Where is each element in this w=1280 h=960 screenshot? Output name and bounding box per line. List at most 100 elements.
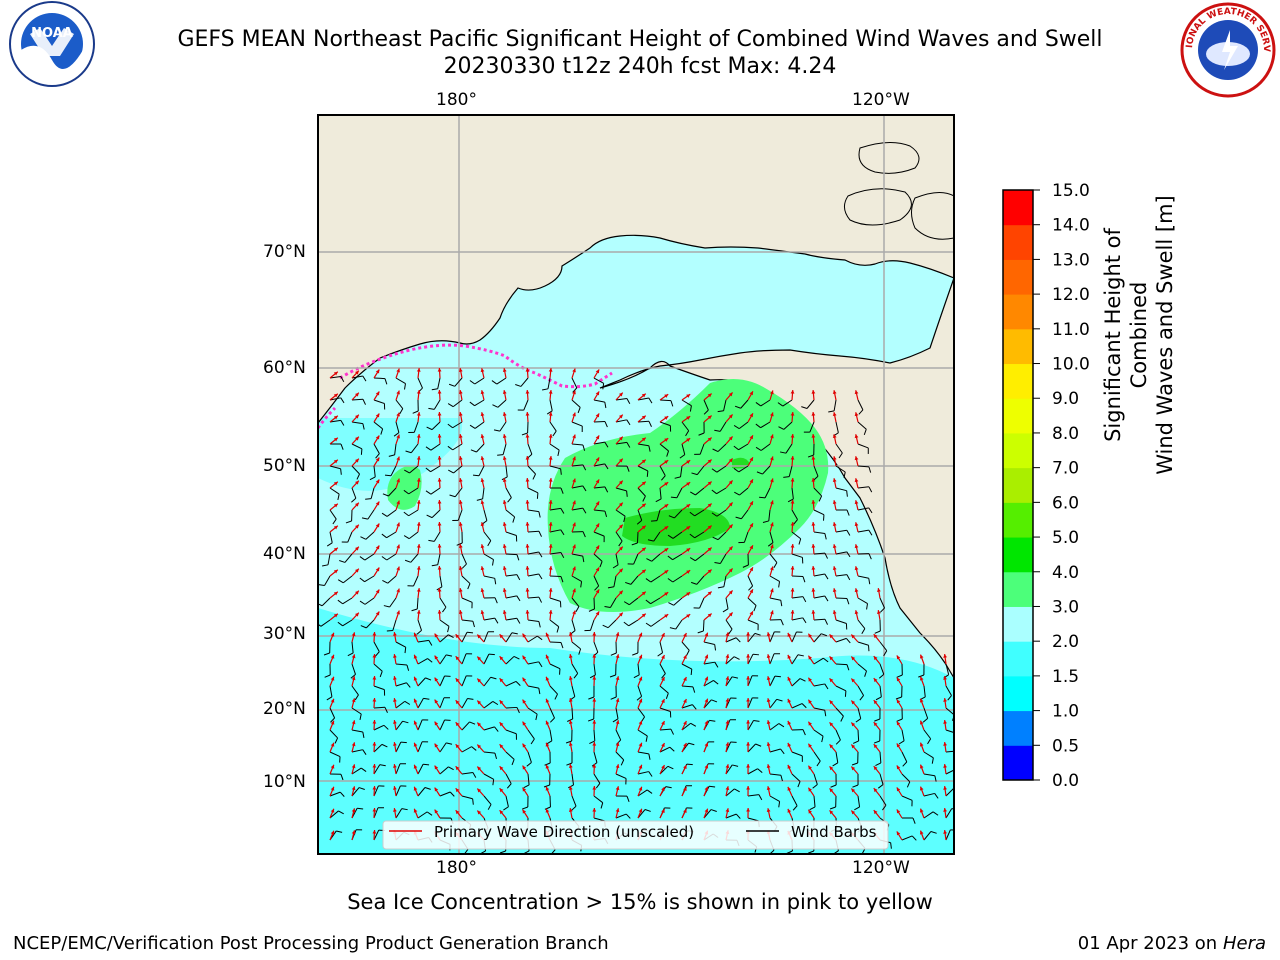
wind-barb (439, 575, 443, 587)
credit-right: 01 Apr 2023 on Hera (1078, 933, 1266, 954)
wind-barb (615, 751, 625, 761)
wind-barb (659, 685, 669, 694)
wind-barb (483, 701, 494, 709)
wave-arrow-head (502, 610, 507, 614)
wind-barb-flag (442, 606, 447, 613)
wind-barb-flag (399, 408, 404, 415)
wave-arrow-head (396, 478, 400, 483)
wind-barb (329, 465, 341, 470)
wind-barb (527, 487, 539, 494)
wind-barb (549, 707, 555, 719)
wind-barb-flag (354, 694, 359, 701)
wave-arrow-head (832, 500, 837, 505)
chart-title: GEFS MEAN Northeast Pacific Significant … (177, 27, 1103, 52)
wave-arrow-head (416, 544, 421, 548)
wave-arrow-head (766, 764, 771, 769)
wave-arrow-head (728, 458, 733, 463)
wind-barb (417, 619, 423, 631)
wind-barb-flag (626, 490, 628, 497)
wave-arrow-head (664, 504, 669, 508)
wind-barb-flag (557, 449, 560, 457)
wave-arrow-head (641, 525, 646, 530)
wave-arrow-head (896, 787, 901, 792)
wind-barb-flag (774, 675, 781, 678)
wave-arrow-head (829, 700, 834, 705)
wave-arrow-head (548, 412, 553, 416)
wave-arrow-head (770, 478, 774, 483)
wind-barb-flag (425, 446, 432, 451)
wind-barb-flag (773, 562, 778, 569)
wind-barb-flag (471, 746, 477, 751)
wind-barb-flag (522, 806, 529, 810)
wind-barb-flag (802, 729, 806, 736)
wave-arrow-head (876, 588, 881, 592)
wind-barb-flag (323, 652, 330, 656)
wind-barb (593, 377, 604, 384)
wave-arrow-head (873, 634, 878, 639)
wave-arrow-head (766, 632, 771, 637)
wave-arrow-head (355, 568, 359, 573)
wind-barb-flag (431, 564, 438, 567)
wind-barb (725, 764, 733, 775)
wind-barb-flag (711, 512, 718, 517)
wind-barb-flag (538, 661, 543, 668)
wave-arrow-head (749, 567, 753, 572)
wind-barb (439, 791, 451, 797)
wind-barb (395, 700, 406, 709)
wave-arrow-head (548, 544, 553, 548)
wind-barb-flag (733, 445, 739, 451)
wind-barb (747, 597, 757, 606)
wind-barb (416, 597, 419, 610)
wind-barb (637, 707, 645, 718)
wave-arrow-head (811, 390, 816, 394)
wind-barb-flag (650, 520, 658, 522)
wave-arrow-head (618, 568, 623, 573)
wind-barb-flag (494, 578, 497, 585)
wind-barb (725, 637, 737, 643)
wave-arrow-head (413, 742, 418, 747)
wind-barb (571, 421, 583, 427)
wind-barb-flag (846, 574, 851, 581)
wave-arrow-head (854, 390, 859, 395)
wind-barb (630, 575, 639, 585)
wave-arrow-head (790, 566, 795, 570)
wind-barb-flag (780, 775, 783, 782)
wind-barb-flag (560, 552, 565, 559)
wave-arrow-head (393, 698, 397, 702)
wind-barb-flag (521, 432, 528, 436)
wind-barb-flag (447, 423, 453, 429)
wind-barb (769, 631, 775, 643)
wind-barb (364, 597, 375, 605)
wind-barb (329, 531, 333, 543)
wind-barb-flag (511, 759, 515, 766)
wave-arrow-head (749, 479, 753, 484)
wind-barb (659, 707, 671, 712)
wind-barb (527, 465, 536, 475)
wind-barb-flag (912, 817, 916, 824)
wind-barb-flag (661, 475, 666, 481)
wind-barb-flag (710, 809, 717, 812)
colorbar-swatch (1003, 537, 1033, 573)
wind-barb (505, 595, 517, 599)
wind-barb-flag (487, 540, 492, 547)
wave-arrow-head (372, 676, 377, 680)
wind-barb (768, 509, 771, 521)
wave-arrow-head (416, 610, 421, 614)
wave-arrow-head (572, 456, 576, 461)
wind-barb-flag (846, 530, 851, 536)
wind-barb-flag (778, 801, 781, 808)
lat-label-30n: 30°N (263, 624, 306, 644)
wind-barb-flag (572, 387, 578, 393)
wind-barb-flag (571, 805, 577, 811)
wave-arrow-head (811, 434, 816, 438)
wind-barb-flag (604, 486, 609, 493)
wind-barb-flag (863, 429, 867, 436)
wave-arrow-head (896, 677, 901, 682)
wind-barb (389, 597, 397, 608)
wind-barb (461, 795, 473, 800)
wind-barb (395, 763, 401, 775)
wind-barb (725, 813, 737, 819)
wave-arrow-head (480, 478, 485, 483)
wind-barb (813, 552, 826, 555)
wave-arrow-head (770, 434, 774, 439)
